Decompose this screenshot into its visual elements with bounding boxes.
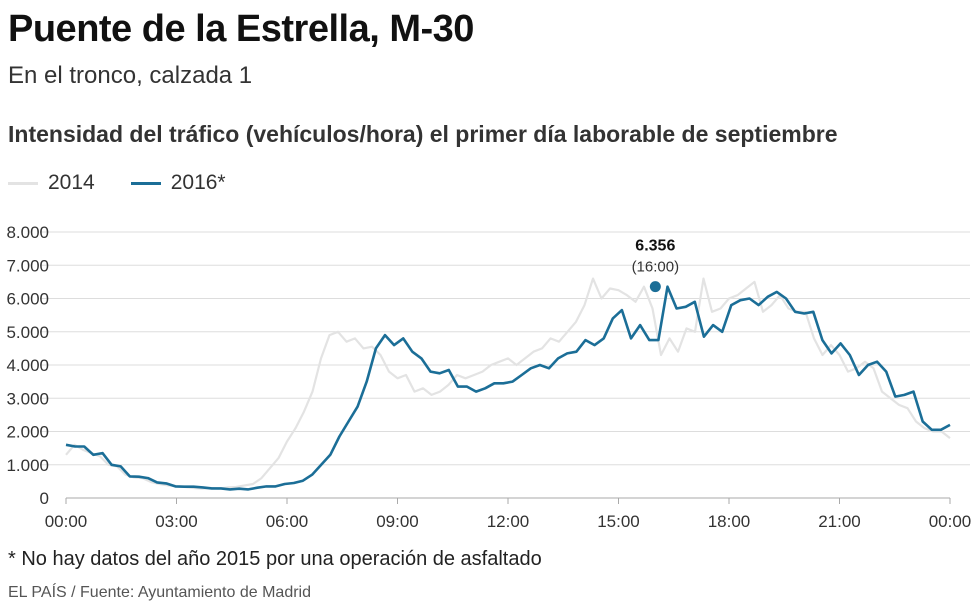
- peak-marker: [649, 281, 661, 293]
- peak-value-label: 6.356: [635, 238, 675, 255]
- source-credit: EL PAÍS / Fuente: Ayuntamiento de Madrid: [8, 584, 311, 601]
- legend-swatch-2016: [130, 181, 161, 185]
- y-tick-label: 3.000: [6, 389, 49, 408]
- series-line-2016: [65, 285, 951, 491]
- y-tick-label: 5.000: [6, 323, 49, 342]
- y-tick-label: 7.000: [6, 256, 49, 275]
- footnote: * No hay datos del año 2015 por una oper…: [8, 548, 542, 570]
- y-tick-label: 2.000: [6, 423, 49, 442]
- y-tick-label: 4.000: [6, 356, 49, 375]
- legend-item-2014: 2014: [8, 171, 95, 195]
- page-subtitle: En el tronco, calzada 1: [8, 62, 253, 89]
- chart-heading: Intensidad del tráfico (vehículos/hora) …: [8, 121, 838, 147]
- line-chart: 0 1.000 2.000 3.000 4.000 5.000 6.000 7.000 8.00…: [6, 223, 972, 531]
- x-tick-label: 00:00: [45, 512, 88, 531]
- y-tick-label: 0: [40, 489, 49, 508]
- x-tick-label: 09:00: [376, 512, 419, 531]
- x-tick-label: 21:00: [818, 512, 861, 531]
- legend-label-2014: 2014: [48, 171, 95, 194]
- page-title: Puente de la Estrella, M-30: [8, 8, 474, 50]
- chart-legend: 2014 2016*: [8, 170, 262, 196]
- x-tick-label: 18:00: [708, 512, 751, 531]
- x-tick-label: 03:00: [155, 512, 198, 531]
- legend-swatch-2014: [8, 181, 38, 185]
- legend-item-2016: 2016*: [130, 171, 226, 195]
- y-tick-label: 1.000: [6, 456, 49, 475]
- x-tick-label: 00:00: [929, 512, 972, 531]
- x-tick-label: 12:00: [487, 512, 530, 531]
- y-tick-label: 8.000: [6, 223, 49, 242]
- peak-time-label: (16:00): [632, 259, 680, 276]
- x-tick-label: 15:00: [597, 512, 640, 531]
- legend-label-2016: 2016*: [170, 171, 226, 194]
- x-tick-label: 06:00: [266, 512, 309, 531]
- y-tick-label: 6.000: [6, 290, 49, 309]
